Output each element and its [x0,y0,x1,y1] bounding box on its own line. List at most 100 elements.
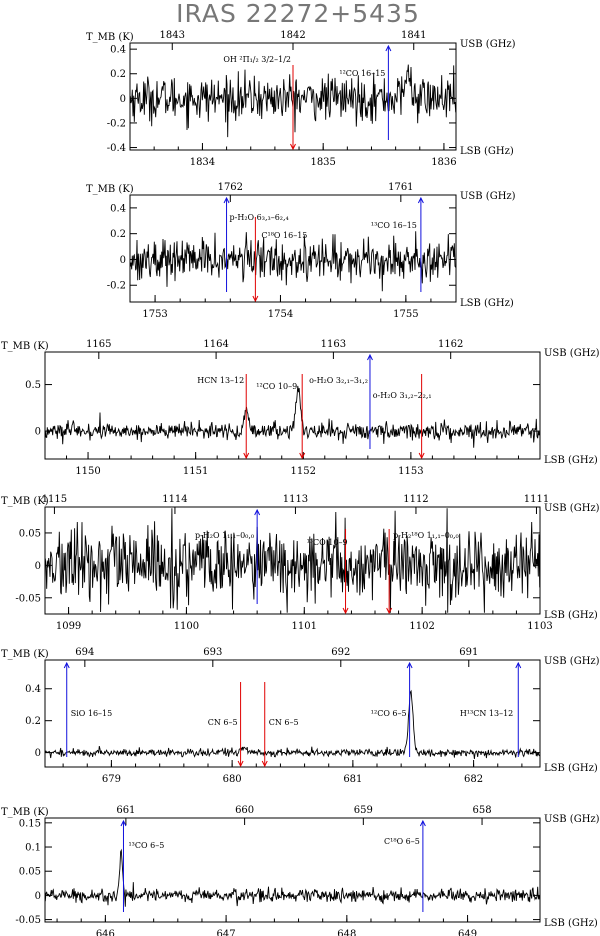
usb-tick-label: 1111 [524,494,549,505]
plot-frame [44,351,541,460]
spectrum-trace [44,848,541,907]
arrow-head [223,196,230,204]
arrow-head [385,44,392,52]
lsb-tick-label: 646 [96,929,115,936]
spectrum-panel-2: 0.4 0.2 0 -0.2 1753 1754 1755 1762 1761 USB (GHz)… [86,182,516,320]
y-axis-label: T_MB (K) [86,184,134,195]
lsb-tick-label: 1099 [56,621,81,632]
lsb-tick-label: 1100 [174,621,199,632]
lsb-tick-label: 1834 [190,157,215,168]
line-id-label: HCN 13–12 [197,376,244,385]
line-id-label: ¹²CO 10–9 [256,382,297,391]
usb-tick-label: 692 [331,647,350,658]
arrow-head [290,143,296,151]
lsb-tick-label: 1102 [409,621,434,632]
arrow-head [254,508,261,516]
lsb-axis-label: LSB (GHz) [544,918,598,929]
lsb-tick-label: 649 [458,929,477,936]
line-id-label: o-H₂O 3₁,₂–2₂,₁ [373,391,432,400]
lsb-tick-label: 1101 [292,621,317,632]
usb-tick-label: 694 [75,647,94,658]
usb-tick-label: 1841 [401,30,426,41]
y-axis-label: T_MB (K) [1,341,49,352]
usb-axis-label: USB (GHz) [544,348,600,359]
arrow-head [386,607,393,615]
spectrum-panel-4: 0.05 0 -0.05 1099 1100 1101 1102 1103 1115 1114 11… [1,494,600,632]
y-axis-label: T_MB (K) [1,807,49,818]
line-id-label: p-H₂O 6₃,₃–6₂,₄ [230,213,289,222]
line-id-label: C¹⁸O 6–5 [384,837,420,846]
lsb-tick-label: 679 [102,774,121,785]
lsb-tick-label: 1753 [142,309,167,320]
usb-tick-label: 1762 [218,182,243,193]
line-id-label: OH ²Π₁/₂ 3/2–1/2 [223,55,291,64]
plot-frame [44,506,541,615]
usb-axis-label: USB (GHz) [460,191,516,202]
arrow-head [342,607,349,615]
y-tick-label: 0.05 [19,867,41,878]
arrow-head [237,760,244,768]
lsb-tick-label: 648 [337,929,356,936]
lsb-tick-label: 1151 [183,466,208,477]
lsb-tick-label: 1755 [393,309,418,320]
y-tick-label: 0 [35,891,41,902]
spectrum-panel-6: 0.15 0.1 0.05 0 -0.05 646 647 648 649 661 660 659 65… [1,805,600,936]
usb-tick-label: 1115 [42,494,67,505]
usb-tick-label: 1112 [403,494,428,505]
y-tick-label: 0 [35,748,41,759]
lsb-tick-label: 681 [343,774,362,785]
y-axis-label: T_MB (K) [86,32,134,43]
lsb-tick-label: 680 [223,774,242,785]
lsb-axis-label: LSB (GHz) [544,455,598,466]
arrow-head [63,661,70,669]
figure-title: IRAS 22272+5435 [176,0,420,28]
lsb-axis-label: LSB (GHz) [544,610,598,621]
usb-axis-label: USB (GHz) [544,656,600,667]
line-id-label: p-H₂O 1₁,₁–0₀,₀ [195,531,254,540]
y-tick-label: -0.2 [107,281,126,292]
lsb-tick-label: 647 [217,929,236,936]
y-tick-label: 0.2 [110,229,126,240]
y-tick-label: 0 [35,561,41,572]
line-id-label: CN 6–5 [269,718,299,727]
y-tick-label: 0.2 [25,716,41,727]
arrow-head [120,819,127,827]
spectrum-panel-5: 0.4 0.2 0 679 680 681 682 694 693 692 691 USB (GHz)… [1,647,600,785]
usb-tick-label: 1163 [321,339,346,350]
arrow-head [515,661,522,669]
lsb-tick-label: 1150 [75,466,100,477]
usb-tick-label: 661 [116,805,135,816]
lsb-axis-label: LSB (GHz) [544,763,598,774]
y-tick-label: 0.4 [110,45,126,56]
lsb-tick-label: 1835 [310,157,335,168]
plot-frame [129,194,457,303]
arrow-head [261,760,268,768]
spectrum-panel-3: 0.5 0 1150 1151 1152 1153 1165 1164 1163 1162 USB … [1,339,600,477]
y-tick-label: -0.4 [107,143,126,154]
usb-axis-label: USB (GHz) [544,814,600,825]
spectrum-trace [129,231,457,292]
line-id-label: ¹²CO 16–15 [339,69,385,78]
arrow-head [367,353,373,361]
y-tick-label: 0 [120,255,126,266]
spectrum-trace [44,689,541,760]
y-axis-label: T_MB (K) [1,649,49,660]
line-id-label: SiO 16–15 [71,709,113,718]
usb-tick-label: 1843 [160,30,185,41]
line-id-label: ¹³CO 10–9 [307,538,348,547]
y-tick-label: 0.1 [25,843,41,854]
usb-tick-label: 658 [473,805,492,816]
usb-tick-label: 1165 [86,339,111,350]
line-id-label: C¹⁸O 16–15 [261,231,307,240]
lsb-tick-label: 1754 [268,309,293,320]
spectrum-trace [44,385,541,448]
lsb-tick-label: 1152 [291,466,316,477]
arrow-head [406,661,413,669]
arrow-head [418,452,425,460]
spectrum-panel-1: 0.4 0.2 0 -0.2 -0.4 1834 1835 1836 1843 1842 1841 U… [86,30,516,168]
arrow-head [419,819,426,827]
lsb-tick-label: 682 [464,774,483,785]
lsb-tick-label: 1836 [431,157,456,168]
y-axis-label: T_MB (K) [1,496,49,507]
